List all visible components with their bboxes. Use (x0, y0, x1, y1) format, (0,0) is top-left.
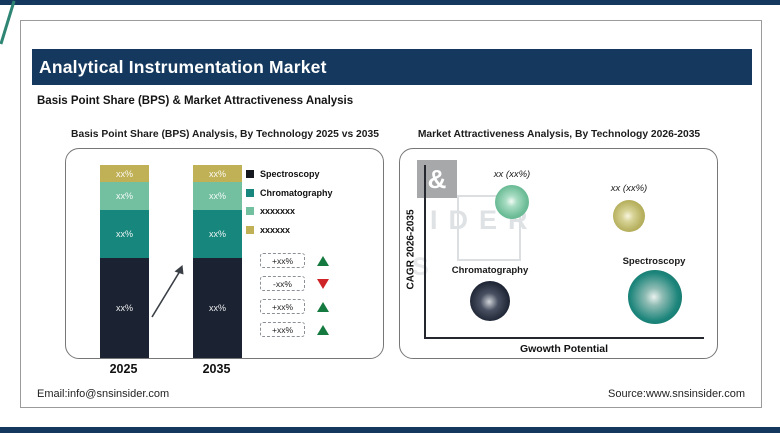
arrow-down-icon (317, 278, 329, 289)
page-title: Analytical Instrumentation Market (32, 49, 752, 85)
legend-swatch-spectroscopy (246, 170, 254, 179)
legend-item-spectroscopy: Spectroscopy (246, 165, 333, 184)
footer-source: Source:www.snsinsider.com (608, 388, 745, 400)
trend-arrow-icon (151, 265, 184, 318)
arrow-up-icon (317, 255, 329, 266)
bubble-masked-1 (495, 185, 529, 219)
legend-swatch-fourth (246, 225, 254, 234)
bps-change-list: +xx% -xx% +xx% +xx% (260, 253, 329, 345)
main-frame: Analytical Instrumentation Market Basis … (20, 20, 762, 408)
legend-label: Chromatography (260, 187, 333, 198)
bps-chart-panel: xx% xx% xx% xx% xx% xx% xx% xx% Spectros… (65, 148, 384, 359)
corner-accent-line (0, 0, 16, 45)
bubble-label-masked-1: xx (xx%) (493, 169, 531, 180)
legend-item-third: xxxxxxx (246, 202, 333, 221)
watermark-box (457, 195, 521, 261)
bubble-masked-2 (613, 200, 645, 232)
bubble-label-chromatography: Chromatography (451, 265, 529, 276)
change-row: +xx% (260, 253, 329, 268)
x-axis-label: Gwowth Potential (519, 343, 609, 355)
bar-segment-third: xx% (193, 182, 242, 210)
bubble-label-spectroscopy: Spectroscopy (622, 256, 686, 267)
legend-label: xxxxxxx (260, 206, 296, 217)
top-brand-strip (0, 0, 780, 5)
bar-segment-fourth: xx% (100, 165, 149, 182)
watermark-ampersand: & (417, 160, 457, 198)
change-row: -xx% (260, 276, 329, 291)
legend-swatch-chromatography (246, 188, 254, 197)
bps-legend: Spectroscopy Chromatography xxxxxxx xxxx… (246, 165, 333, 239)
change-row: +xx% (260, 322, 329, 337)
change-value-box: +xx% (260, 253, 305, 268)
page-subtitle: Basis Point Share (BPS) & Market Attract… (37, 95, 354, 107)
legend-swatch-third (246, 207, 254, 216)
y-axis-line (424, 165, 426, 339)
attractiveness-chart-panel: & IDER S CAGR 2026-2035 Gwowth Potential… (399, 148, 718, 359)
x-axis-line (424, 337, 704, 339)
bubble-label-masked-2: xx (xx%) (610, 183, 648, 194)
bubble-chromatography (470, 281, 510, 321)
legend-item-chromatography: Chromatography (246, 184, 333, 203)
legend-label: Spectroscopy (260, 169, 320, 180)
legend-label: xxxxxx (260, 224, 291, 235)
x-tick-2035: 2035 (202, 362, 231, 376)
bar-segment-fourth: xx% (193, 165, 242, 182)
bar-segment-chromatography: xx% (193, 210, 242, 258)
stacked-bar-2025: xx% xx% xx% xx% (100, 165, 149, 358)
bar-segment-third: xx% (100, 182, 149, 210)
change-row: +xx% (260, 299, 329, 314)
bubble-spectroscopy (628, 270, 682, 324)
change-value-box: +xx% (260, 322, 305, 337)
stacked-bar-2035: xx% xx% xx% xx% (193, 165, 242, 358)
attractiveness-chart-title: Market Attractiveness Analysis, By Techn… (417, 129, 701, 140)
arrow-up-icon (317, 324, 329, 335)
arrow-up-icon (317, 301, 329, 312)
footer-email: Email:info@snsinsider.com (37, 388, 170, 400)
bar-segment-chromatography: xx% (100, 210, 149, 258)
bar-segment-spectroscopy: xx% (100, 258, 149, 358)
change-value-box: +xx% (260, 299, 305, 314)
bottom-brand-strip (0, 427, 780, 433)
bps-chart-title: Basis Point Share (BPS) Analysis, By Tec… (71, 129, 379, 140)
legend-item-fourth: xxxxxx (246, 221, 333, 240)
bar-segment-spectroscopy: xx% (193, 258, 242, 358)
y-axis-label: CAGR 2026-2035 (405, 209, 417, 290)
change-value-box: -xx% (260, 276, 305, 291)
x-tick-2025: 2025 (109, 362, 138, 376)
